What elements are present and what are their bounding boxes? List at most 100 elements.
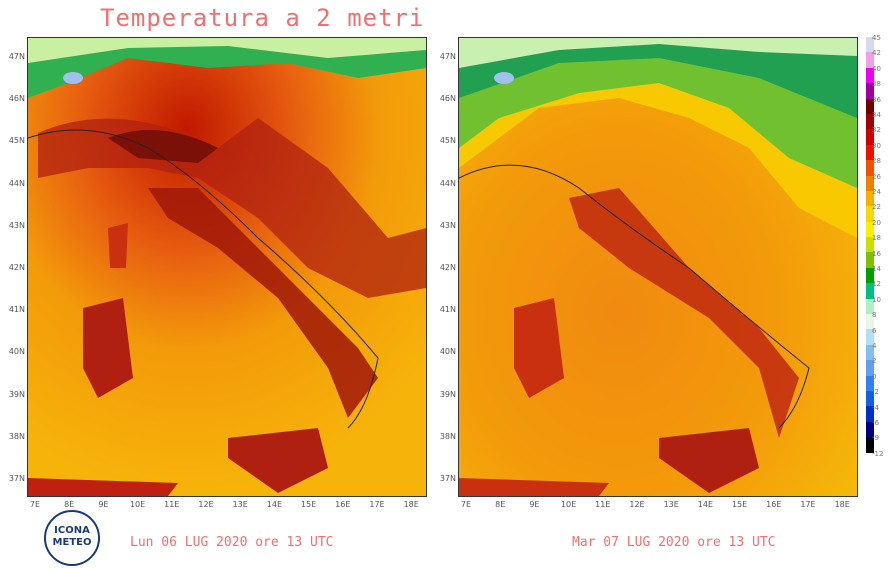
- colorbar-label: -2: [872, 388, 879, 397]
- colorbar-label: 0: [872, 372, 877, 381]
- colorbar-swatch: [866, 113, 874, 130]
- lat-label: 47N: [8, 52, 25, 61]
- colorbar-label: 4: [872, 342, 877, 350]
- colorbar-swatch: [866, 437, 874, 453]
- lon-label: 18E: [834, 500, 850, 509]
- lat-label: 39N: [439, 389, 456, 399]
- colorbar-label: 6: [872, 326, 877, 335]
- colorbar-label: 42: [872, 49, 881, 58]
- colorbar-swatch: [866, 37, 874, 53]
- lon-label: 14E: [266, 500, 282, 509]
- lat-label: 44N: [439, 178, 456, 188]
- colorbar-label: 26: [872, 172, 881, 181]
- lon-label: 12E: [198, 500, 214, 509]
- lat-label: 40N: [8, 347, 25, 357]
- colorbar-label: 24: [872, 188, 881, 196]
- lat-label: 38N: [439, 431, 456, 441]
- colorbar-label: -9: [872, 434, 879, 443]
- colorbar-swatch: [866, 52, 874, 68]
- colorbar-swatch: [866, 190, 874, 207]
- lon-label: 10E: [560, 500, 577, 509]
- temperature-map-day2: [459, 38, 857, 496]
- colorbar-swatch: [866, 329, 874, 345]
- logo-text-line2: METEO: [52, 537, 92, 548]
- colorbar-swatch: [866, 98, 874, 114]
- colorbar-label: 30: [872, 141, 881, 150]
- temperature-map-day1: [28, 38, 426, 496]
- chart-title: Temperatura a 2 metri: [100, 4, 425, 32]
- colorbar-swatch: [866, 267, 874, 284]
- date-label-day2: Mar 07 LUG 2020 ore 13 UTC: [572, 535, 776, 550]
- lon-label: 9E: [529, 500, 540, 509]
- colorbar-swatch: [866, 390, 874, 407]
- date-label-day1: Lun 06 LUG 2020 ore 13 UTC: [130, 535, 334, 550]
- colorbar-swatch: [866, 360, 874, 376]
- lon-label: 17E: [369, 500, 385, 509]
- lon-label: 11E: [595, 500, 611, 509]
- lon-label: 10E: [129, 500, 146, 509]
- colorbar-label: 12: [872, 280, 881, 289]
- colorbar-label: -12: [872, 449, 884, 458]
- lon-label: 17E: [800, 500, 816, 509]
- colorbar-swatch: [866, 344, 874, 361]
- colorbar-label: 14: [872, 265, 881, 273]
- lon-label: 11E: [164, 500, 180, 509]
- colorbar-swatch: [866, 129, 874, 145]
- colorbar-label: 28: [872, 157, 881, 166]
- colorbar-label: 38: [872, 80, 881, 89]
- colorbar-label: -4: [872, 403, 879, 412]
- map-panel-day2: [458, 37, 858, 497]
- colorbar-swatch: [866, 237, 874, 253]
- lat-label: 37N: [8, 474, 25, 483]
- lat-label: 40N: [439, 347, 456, 357]
- lon-label: 8E: [64, 500, 75, 509]
- lat-label: 41N: [8, 305, 25, 315]
- colorbar-swatch: [866, 406, 874, 422]
- lat-label: 46N: [8, 94, 25, 104]
- colorbar-swatch: [866, 375, 874, 391]
- colorbar: [866, 37, 874, 453]
- lat-label: 44N: [8, 178, 25, 188]
- colorbar-label: 16: [872, 249, 881, 258]
- colorbar-label: 40: [872, 64, 881, 73]
- colorbar-label: 22: [872, 203, 881, 212]
- lon-label: 13E: [663, 500, 679, 509]
- lon-label: 7E: [460, 500, 472, 509]
- colorbar-label: 45: [872, 34, 881, 42]
- lon-label: 12E: [629, 500, 645, 509]
- lat-label: 41N: [439, 305, 456, 315]
- colorbar-label: 36: [872, 95, 881, 104]
- colorbar-swatch: [866, 160, 874, 176]
- colorbar-label: -6: [872, 419, 879, 427]
- colorbar-swatch: [866, 252, 874, 268]
- colorbar-label: 32: [872, 126, 881, 135]
- colorbar-label: 20: [872, 218, 881, 227]
- lat-label: 43N: [8, 220, 25, 230]
- lon-label: 15E: [731, 500, 748, 509]
- lat-label: 43N: [439, 220, 456, 230]
- iconameteo-logo: ICONA METEO: [44, 510, 100, 566]
- lon-label: 16E: [335, 500, 351, 509]
- colorbar-swatch: [866, 298, 874, 315]
- colorbar-swatch: [866, 221, 874, 238]
- lon-label: 16E: [766, 500, 782, 509]
- map-panel-day1: [27, 37, 427, 497]
- colorbar-label: 2: [872, 357, 877, 366]
- colorbar-swatch: [866, 144, 874, 161]
- colorbar-swatch: [866, 175, 874, 191]
- lat-label: 45N: [439, 136, 456, 146]
- lat-label: 38N: [8, 431, 25, 441]
- lon-label: 9E: [98, 500, 109, 509]
- lon-label: 8E: [495, 500, 506, 509]
- colorbar-swatch: [866, 67, 874, 84]
- lat-label: 39N: [8, 389, 25, 399]
- lat-label: 46N: [439, 94, 456, 104]
- colorbar-swatch: [866, 206, 874, 222]
- lon-label: 7E: [29, 500, 41, 509]
- colorbar-label: 8: [872, 311, 877, 320]
- lat-label: 45N: [8, 136, 25, 146]
- colorbar-label: 10: [872, 295, 881, 304]
- lat-label: 42N: [8, 263, 25, 272]
- lat-label: 47N: [439, 52, 456, 61]
- colorbar-swatch: [866, 283, 874, 299]
